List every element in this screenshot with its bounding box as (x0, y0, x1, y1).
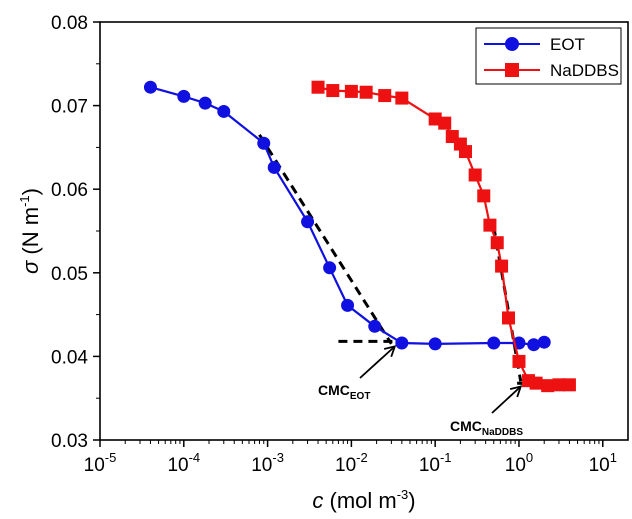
data-point (395, 336, 409, 350)
x-axis-unit: (mol m (330, 488, 397, 513)
axes: 10-5 10-4 10-3 10-2 10-1 100 101 0.03 0.04 0.05 0.… (51, 13, 617, 476)
y-axis-symbol: σ (18, 260, 43, 274)
data-point (438, 116, 452, 130)
cmc-eot-main: CMC (318, 382, 350, 398)
data-point (301, 215, 315, 229)
legend-naddbs-label: NaDDBS (550, 61, 619, 80)
y-tick-label: 0.06 (51, 180, 88, 201)
legend-box (475, 27, 622, 85)
data-point (177, 89, 191, 103)
data-point (341, 298, 355, 312)
cmc-naddbs-arrow (491, 385, 522, 414)
y-axis-unit: (N m (18, 207, 43, 255)
series-layer (143, 80, 576, 393)
x-axis-symbol: c (312, 488, 323, 513)
cmc-naddbs-sub: NaDDBS (482, 427, 523, 438)
data-point (323, 261, 337, 275)
x-tick-label: 10-5 (84, 450, 117, 476)
legend-eot-label: EOT (550, 35, 585, 54)
cmc-eot-arrow (359, 345, 396, 379)
data-point (477, 189, 491, 203)
x-tick-label: 10-1 (419, 450, 452, 476)
data-point (344, 84, 358, 98)
data-point (198, 96, 212, 110)
cmc-eot-sub: EOT (350, 391, 371, 402)
data-point (326, 84, 340, 98)
series-naddbs (311, 80, 576, 393)
data-point (217, 104, 231, 118)
data-point (562, 378, 576, 392)
x-axis-exp: -3 (397, 487, 409, 502)
data-point (378, 89, 392, 103)
data-point (483, 218, 497, 232)
data-point (502, 311, 516, 325)
x-tick-label: 10-2 (335, 450, 368, 476)
y-tick-label: 0.04 (51, 347, 88, 368)
y-tick-label: 0.05 (51, 264, 88, 285)
data-point (512, 354, 526, 368)
y-axis-close: ) (18, 188, 43, 195)
data-point (490, 236, 504, 250)
data-point (143, 80, 157, 94)
annotations: CMCEOT CMCNaDDBS (318, 345, 523, 438)
data-point (468, 168, 482, 182)
x-axis-close: ) (408, 488, 415, 513)
data-point (537, 335, 551, 349)
data-point (552, 378, 566, 392)
data-point (257, 136, 271, 150)
x-tick-label: 100 (505, 450, 533, 476)
data-point (529, 376, 543, 390)
svg-text:CMCNaDDBS: CMCNaDDBS (450, 418, 523, 438)
data-point (495, 259, 509, 273)
cmc-naddbs-arrowhead (509, 385, 523, 398)
legend: EOT NaDDBS (475, 27, 622, 85)
x-tick-label: 101 (589, 450, 617, 476)
data-point (487, 336, 501, 350)
y-axis-title: σ (N m-1) (17, 188, 43, 274)
data-point (541, 379, 555, 393)
data-point (458, 145, 472, 159)
y-tick-label: 0.08 (51, 13, 88, 34)
cmc-eot-annotation: CMCEOT (318, 345, 397, 402)
x-tick-label: 10-4 (167, 450, 200, 476)
svg-text:CMCEOT: CMCEOT (318, 382, 370, 402)
series-line (150, 86, 545, 346)
y-tick-label: 0.07 (51, 97, 88, 118)
fit-line (258, 134, 393, 345)
data-point (311, 80, 325, 94)
cmc-naddbs-annotation: CMCNaDDBS (450, 385, 523, 438)
x-axis-title: c (mol m-3) (312, 487, 415, 513)
legend-naddbs-marker (505, 63, 519, 77)
y-axis-exp: -1 (17, 195, 32, 207)
data-point (428, 337, 442, 351)
data-point (368, 319, 382, 333)
data-point (527, 338, 541, 352)
legend-eot-marker (505, 37, 519, 51)
x-tick-label: 10-3 (251, 450, 284, 476)
data-point (267, 160, 281, 174)
series-eot (143, 80, 551, 352)
cmc-eot-arrowhead (383, 345, 397, 358)
plot-frame (99, 21, 629, 441)
cmc-naddbs-main: CMC (450, 418, 482, 434)
data-point (359, 85, 373, 99)
y-tick-label: 0.03 (51, 431, 88, 452)
data-point (395, 91, 409, 105)
